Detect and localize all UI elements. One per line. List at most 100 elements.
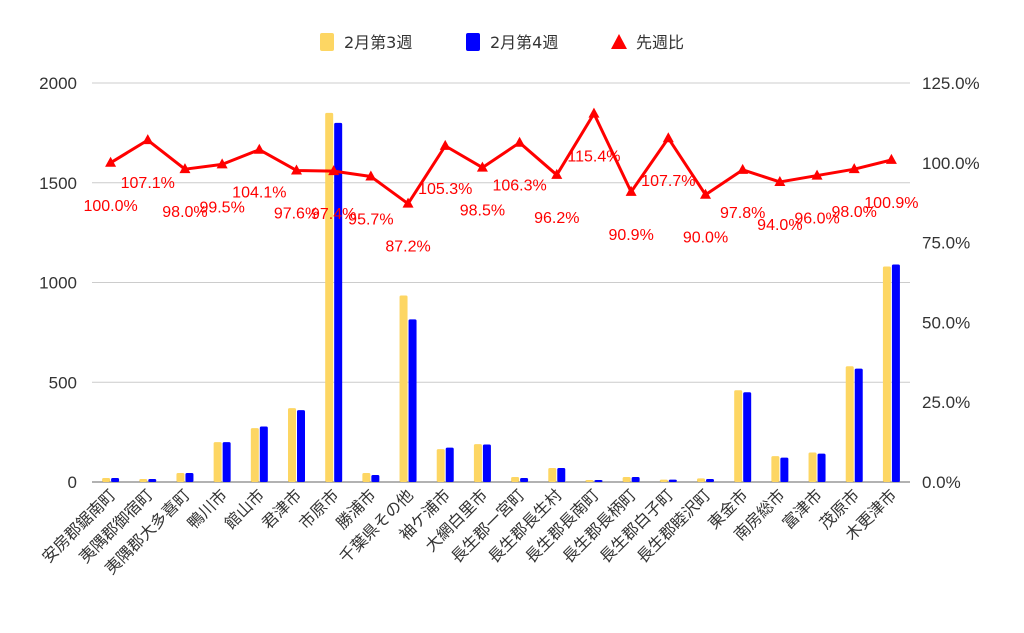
- ratio-point: [105, 156, 117, 167]
- ratio-line: [105, 107, 897, 208]
- bar-week4: [482, 444, 491, 482]
- ratio-data-label: 99.5%: [199, 199, 244, 216]
- ratio-point: [179, 163, 191, 174]
- bar-week3: [399, 295, 408, 482]
- ratio-data-label: 100.9%: [864, 195, 918, 212]
- x-axis-categories: 安房郡鋸南町夷隅郡御宿町夷隅郡大多喜町鴨川市館山市君津市市原市勝浦市千葉県その他…: [38, 485, 900, 578]
- ratio-point: [365, 170, 377, 181]
- ratio-data-label: 104.1%: [232, 185, 286, 202]
- bar-week4: [297, 410, 305, 482]
- bar-week3: [511, 477, 520, 482]
- bar-week4: [854, 368, 863, 482]
- ratio-data-label: 106.3%: [492, 178, 546, 195]
- bar-week3: [734, 390, 743, 482]
- ratio-point: [142, 134, 154, 145]
- bar-week4: [631, 477, 640, 482]
- legend-swatch: [320, 33, 334, 51]
- ratio-point: [328, 165, 340, 176]
- right-tick-label: 25.0%: [922, 393, 970, 412]
- bar-week4: [371, 475, 380, 482]
- bar-week4: [557, 468, 566, 482]
- ratio-point: [514, 136, 526, 147]
- bar-week4: [817, 453, 826, 482]
- ratio-point: [700, 188, 711, 199]
- ratio-data-label: 98.0%: [832, 204, 877, 221]
- ratio-data-label: 115.4%: [567, 149, 620, 166]
- ratio-data-label: 97.8%: [720, 205, 765, 222]
- category-label: 市原市: [295, 485, 342, 532]
- bar-week3: [659, 479, 668, 482]
- bar-week4: [891, 264, 900, 482]
- right-tick-label: 125.0%: [922, 74, 980, 93]
- bar-week3: [808, 452, 817, 482]
- bar-week3: [102, 478, 111, 482]
- bar-week4: [780, 457, 789, 482]
- ratio-data-label: 94.0%: [757, 217, 802, 234]
- bar-week3: [325, 112, 334, 483]
- left-tick-label: 500: [49, 373, 77, 392]
- right-tick-label: 50.0%: [922, 313, 970, 332]
- legend-label[interactable]: 2月第3週: [344, 33, 412, 52]
- left-tick-label: 1000: [39, 274, 77, 293]
- ratio-data-label: 95.7%: [348, 212, 393, 229]
- ratio-point: [625, 185, 637, 196]
- bar-week3: [139, 479, 148, 482]
- bar-week4: [706, 479, 714, 482]
- category-label: 鴨川市: [184, 485, 231, 532]
- ratio-data-label: 98.0%: [162, 204, 207, 221]
- left-tick-label: 2000: [39, 74, 77, 93]
- bar-week3: [697, 478, 705, 482]
- bar-week3: [548, 468, 557, 482]
- legend-label[interactable]: 先週比: [636, 33, 684, 52]
- bar-week4: [594, 480, 603, 482]
- bar-week3: [845, 366, 854, 482]
- bar-week3: [250, 428, 259, 482]
- right-tick-label: 0.0%: [922, 473, 961, 492]
- bar-week3: [473, 444, 482, 482]
- right-y-axis: 0.0% 25.0% 50.0% 75.0% 100.0% 125.0%: [922, 74, 980, 492]
- ratio-data-label: 107.1%: [121, 175, 175, 192]
- ratio-data-label: 100.0%: [83, 198, 137, 215]
- ratio-data-label: 97.6%: [274, 205, 319, 222]
- bar-week3: [585, 480, 594, 482]
- bar-week3: [436, 449, 445, 482]
- ratio-data-label: 90.9%: [608, 227, 653, 244]
- bar-week4: [408, 319, 417, 482]
- bar-week3: [288, 408, 296, 482]
- ratio-data-label: 98.5%: [460, 203, 505, 220]
- category-label: 館山市: [221, 485, 268, 532]
- bar-week4: [445, 447, 454, 482]
- bar-week4: [222, 442, 231, 482]
- category-label: 君津市: [258, 485, 305, 532]
- ratio-point: [811, 169, 823, 180]
- bar-week4: [668, 479, 677, 482]
- ratio-point: [588, 107, 600, 118]
- ratio-point: [216, 158, 228, 169]
- ratio-point: [774, 175, 786, 186]
- gridlines: [92, 82, 910, 483]
- bar-week4: [334, 122, 343, 483]
- left-tick-label: 0: [68, 473, 77, 492]
- data-labels: 100.0%107.1%98.0%99.5%104.1%97.6%97.4%95…: [83, 149, 918, 256]
- legend-label[interactable]: 2月第4週: [490, 33, 558, 52]
- left-y-axis: 0 500 1000 1500 2000: [39, 74, 77, 492]
- bar-week4: [148, 479, 157, 482]
- left-tick-label: 1500: [39, 174, 77, 193]
- ratio-data-label: 107.7%: [641, 173, 695, 190]
- ratio-data-label: 87.2%: [385, 239, 430, 256]
- bar-week3: [176, 473, 185, 482]
- ratio-point: [476, 161, 488, 172]
- legend[interactable]: 2月第3週 2月第4週 先週比: [320, 33, 684, 52]
- ratio-point: [291, 164, 302, 175]
- ratio-series-line: [109, 112, 892, 206]
- bar-week3: [622, 477, 631, 482]
- ratio-point: [402, 197, 414, 208]
- legend-swatch: [466, 33, 480, 51]
- right-tick-label: 100.0%: [922, 154, 980, 173]
- bar-week3: [771, 456, 780, 482]
- bar-week3: [362, 473, 371, 482]
- ratio-point: [848, 163, 860, 174]
- ratio-data-label: 96.2%: [534, 210, 579, 227]
- ratio-point: [439, 139, 451, 150]
